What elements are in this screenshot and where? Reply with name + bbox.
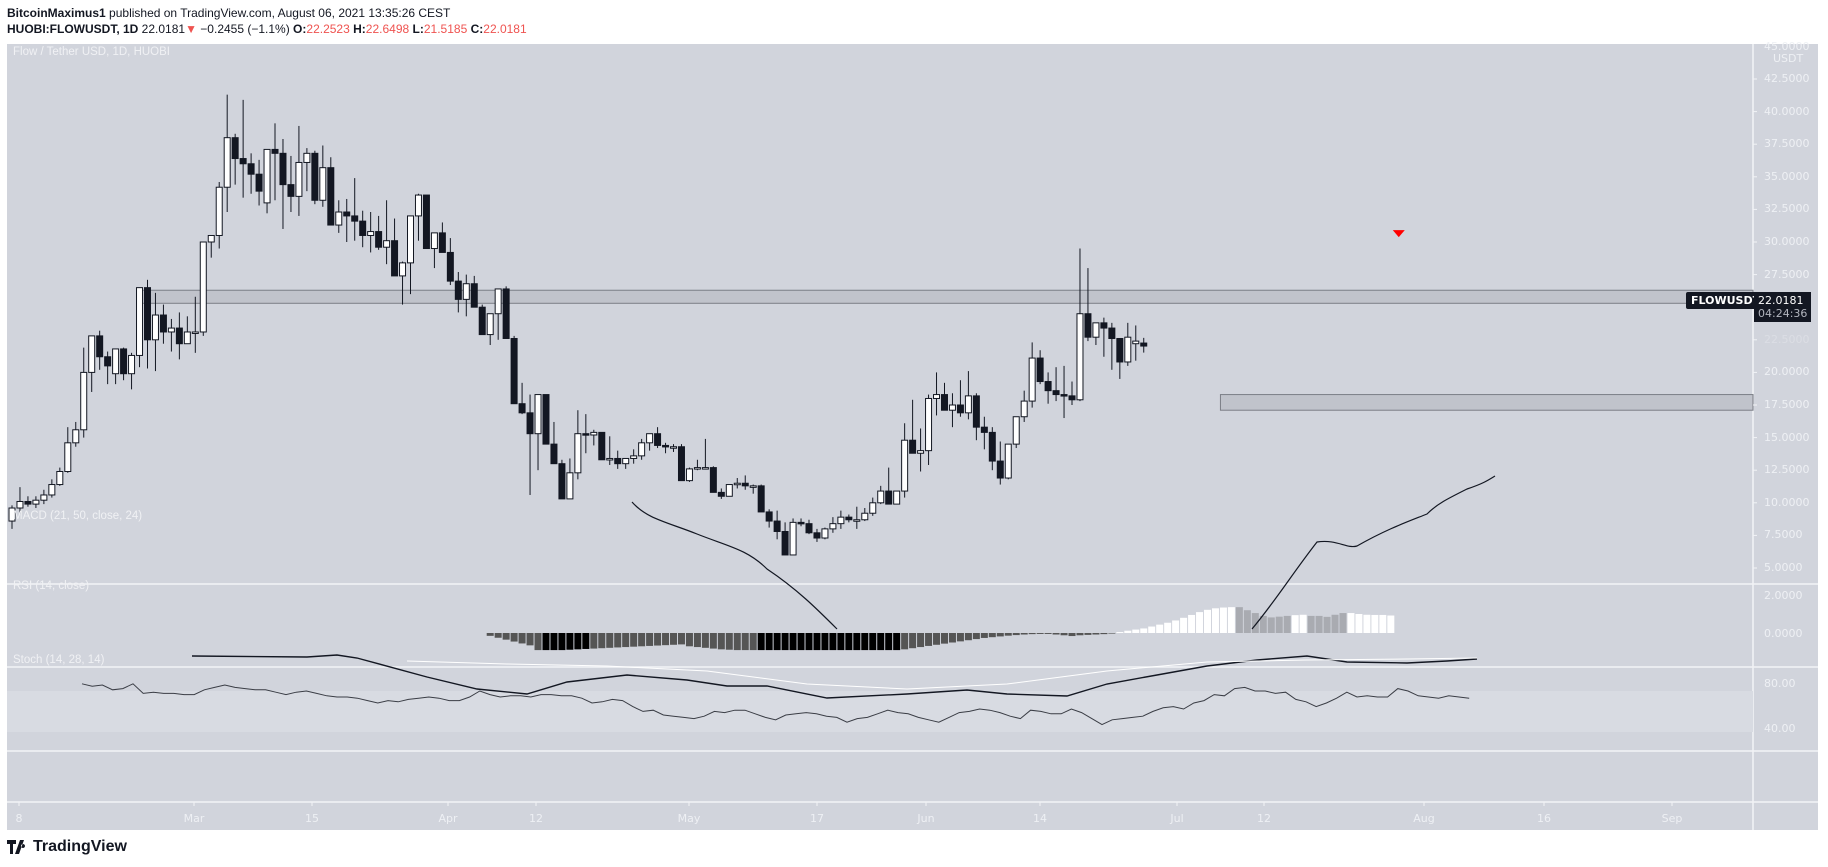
- price-tick: 22.5000: [1764, 332, 1810, 346]
- tradingview-logo-icon: [7, 840, 26, 854]
- price-tick: 17.5000: [1764, 398, 1810, 411]
- low-value: 21.5185: [423, 22, 468, 36]
- price-tick: 20.0000: [1764, 365, 1810, 379]
- tradingview-brand: TradingView: [33, 838, 127, 855]
- macd-label[interactable]: MACD (21, 50, close, 24): [13, 510, 143, 522]
- time-tick: Sep: [1661, 812, 1683, 825]
- price-axis-unit: USDT: [1773, 52, 1804, 65]
- time-tick: Apr: [438, 812, 458, 825]
- stoch-label[interactable]: Stoch (14, 28, 14): [13, 654, 105, 666]
- symbol-ohlc-line: HUOBI:FLOWUSDT, 1D 22.0181▼ −0.2455 (−1.…: [7, 22, 527, 36]
- price-tick: 35.0000: [1764, 169, 1810, 183]
- symbol-tag: FLOWUSDT: [1686, 292, 1766, 309]
- open-value: 22.2523: [306, 22, 350, 36]
- time-tick: Mar: [183, 812, 205, 825]
- last-price-tag-value: 22.0181: [1758, 294, 1804, 307]
- time-tick: 14: [1033, 812, 1047, 825]
- close-label: C:: [470, 22, 484, 36]
- last-price-tag: 22.0181 04:24:36: [1754, 292, 1812, 322]
- tradingview-logo[interactable]: TradingView: [7, 838, 127, 856]
- price-tick: 37.5000: [1764, 137, 1810, 151]
- time-tick: 12: [529, 812, 543, 825]
- price-axis-top-partial: 45.0000: [1764, 40, 1810, 53]
- price-tick: 10.0000: [1764, 495, 1810, 509]
- low-label: L:: [412, 22, 424, 36]
- chart-title: Flow / Tether USD, 1D, HUOBI: [13, 46, 170, 58]
- price-tick: 12.5000: [1764, 463, 1810, 477]
- published-text: published on TradingView.com, August 06,…: [109, 6, 451, 20]
- time-tick: 15: [305, 812, 319, 825]
- time-tick: Jun: [917, 812, 935, 825]
- price-tick: 15.0000: [1764, 430, 1810, 444]
- price-tick: 40.0000: [1764, 104, 1810, 118]
- bar-countdown: 04:24:36: [1758, 307, 1808, 320]
- author-name[interactable]: BitcoinMaximus1: [7, 6, 106, 20]
- chart-canvas[interactable]: Flow / Tether USD, 1D, HUOBI MACD (21, 5…: [7, 40, 1818, 830]
- macd-tick-0: 0.0000: [1764, 627, 1803, 640]
- high-value: 22.6498: [365, 22, 410, 36]
- time-tick: May: [677, 812, 701, 825]
- price-tick: 27.5000: [1764, 267, 1810, 281]
- price-tick: 42.5000: [1764, 72, 1810, 85]
- last-price: 22.0181: [141, 22, 186, 36]
- high-label: H:: [353, 22, 366, 36]
- macd-tick-2: 2.0000: [1764, 589, 1803, 602]
- price-change: −0.2455 (−1.1%): [200, 22, 290, 36]
- price-tick: 7.5000: [1764, 528, 1803, 542]
- open-label: O:: [293, 22, 307, 36]
- price-tick: 30.0000: [1764, 235, 1810, 248]
- rsi-tick-80: 80.00: [1764, 677, 1796, 690]
- time-tick: 12: [1257, 812, 1271, 825]
- publish-info: BitcoinMaximus1 published on TradingView…: [7, 6, 450, 20]
- chart-plot[interactable]: [7, 44, 1818, 830]
- close-value: 22.0181: [483, 22, 527, 36]
- symbol-name: HUOBI:FLOWUSDT, 1D: [7, 22, 139, 36]
- time-tick: Jul: [1170, 812, 1184, 825]
- time-tick: Aug: [1413, 812, 1435, 825]
- time-tick: 8: [15, 812, 23, 825]
- price-tick: 32.5000: [1764, 202, 1810, 216]
- time-tick: 16: [1537, 812, 1551, 825]
- down-arrow-icon: ▼: [185, 22, 197, 36]
- time-tick: 17: [810, 812, 824, 825]
- rsi-label[interactable]: RSI (14, close): [13, 580, 90, 592]
- rsi-tick-40: 40.00: [1764, 722, 1796, 735]
- price-tick: 5.0000: [1764, 561, 1803, 574]
